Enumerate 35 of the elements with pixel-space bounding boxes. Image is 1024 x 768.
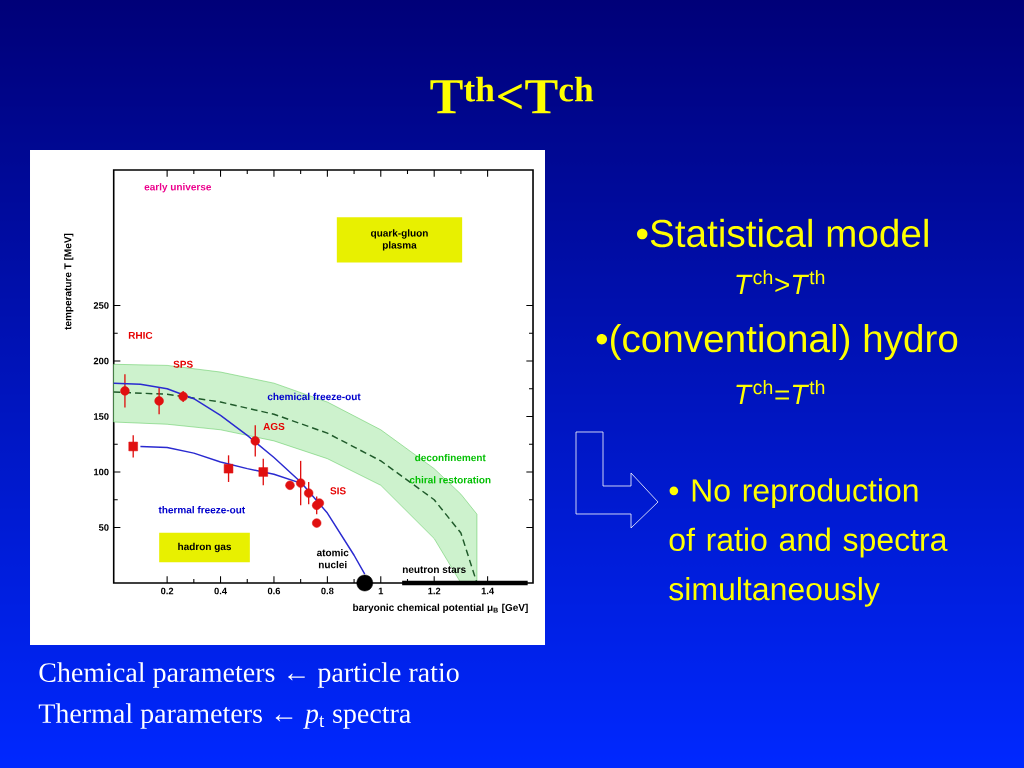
x-tick-label: 0.2 [161, 587, 174, 595]
text: Thermal parameters ← p$_{t}$ spectra [38, 703, 411, 729]
x-tick-label: 1 [378, 587, 384, 595]
annotation: hadron gas [178, 542, 232, 553]
y-tick-label: 250 [93, 302, 109, 309]
text: •(conventional) hydro [596, 323, 958, 361]
text: • No reproduction of ratio and spectra simultaneously [669, 478, 948, 607]
text: T$^{ch}$=T$^{th}$ [736, 379, 825, 405]
annotation: quark-gluon plasma [371, 229, 428, 251]
y-tick-label: 150 [94, 413, 109, 420]
annotation: neutron stars [402, 566, 466, 573]
annotation: AGS [263, 422, 285, 431]
x-tick-label: 0.8 [321, 587, 334, 595]
annotation: RHIC [128, 331, 153, 339]
text: T$^{ch}$>T$^{th}$ [736, 269, 825, 295]
x-tick-label: 0.4 [214, 587, 227, 595]
x-tick-label: 1.4 [481, 587, 495, 595]
annotation: deconfinement [415, 453, 486, 462]
annotation: atomic nuclei [316, 548, 349, 569]
y-axis-title: temperature T [MeV] [64, 233, 74, 330]
x-tick-label: 1.2 [428, 587, 441, 595]
annotation: SPS [173, 360, 193, 368]
y-tick-label: 50 [98, 524, 109, 531]
text: Chemical parameters ← particle ratio [39, 662, 459, 688]
y-tick-label: 100 [94, 468, 109, 476]
chart-title: T$^{th}$<T$^{ch}$ [430, 76, 594, 114]
annotation: SIS [330, 487, 346, 495]
text: •Statistical model [637, 218, 928, 248]
x-axis-title: baryonic chemical potential μ$_{B}$ [GeV] [353, 603, 528, 614]
x-tick-label: 0.6 [267, 587, 281, 595]
annotation: early universe [144, 183, 212, 193]
annotation: thermal freeze-out [158, 506, 246, 514]
annotation: chemical freeze-out [267, 392, 361, 401]
y-tick-label: 200 [93, 357, 109, 365]
annotation: chiral restoration [409, 476, 491, 484]
